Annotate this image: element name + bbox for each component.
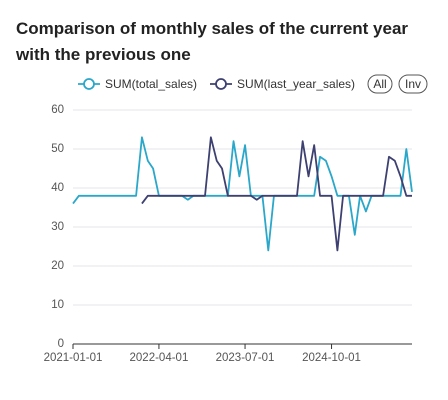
series-line (72, 136, 413, 252)
legend-label: SUM(total_sales) (105, 77, 197, 91)
y-tick-label: 60 (51, 104, 64, 116)
chart-title: Comparison of monthly sales of the curre… (16, 19, 409, 64)
legend-marker (83, 78, 95, 90)
button-label[interactable]: Inv (405, 77, 421, 91)
y-tick-label: 30 (51, 221, 64, 233)
y-tick-label: 0 (58, 338, 64, 350)
button-label[interactable]: All (373, 77, 386, 91)
y-tick-label: 40 (51, 182, 64, 194)
x-tick-label: 2021-01-01 (44, 352, 103, 364)
button[interactable] (398, 74, 428, 94)
y-tick-label: 20 (51, 260, 64, 272)
series-line (141, 136, 412, 252)
legend-marker (215, 78, 227, 90)
legend-label: SUM(last_year_sales) (237, 77, 355, 91)
x-tick-label: 2024-10-01 (302, 352, 361, 364)
button[interactable] (367, 74, 393, 94)
x-tick-label: 2023-07-01 (216, 352, 275, 364)
y-tick-label: 10 (51, 299, 64, 311)
y-tick-label: 50 (51, 143, 64, 155)
x-tick-label: 2022-04-01 (130, 352, 189, 364)
